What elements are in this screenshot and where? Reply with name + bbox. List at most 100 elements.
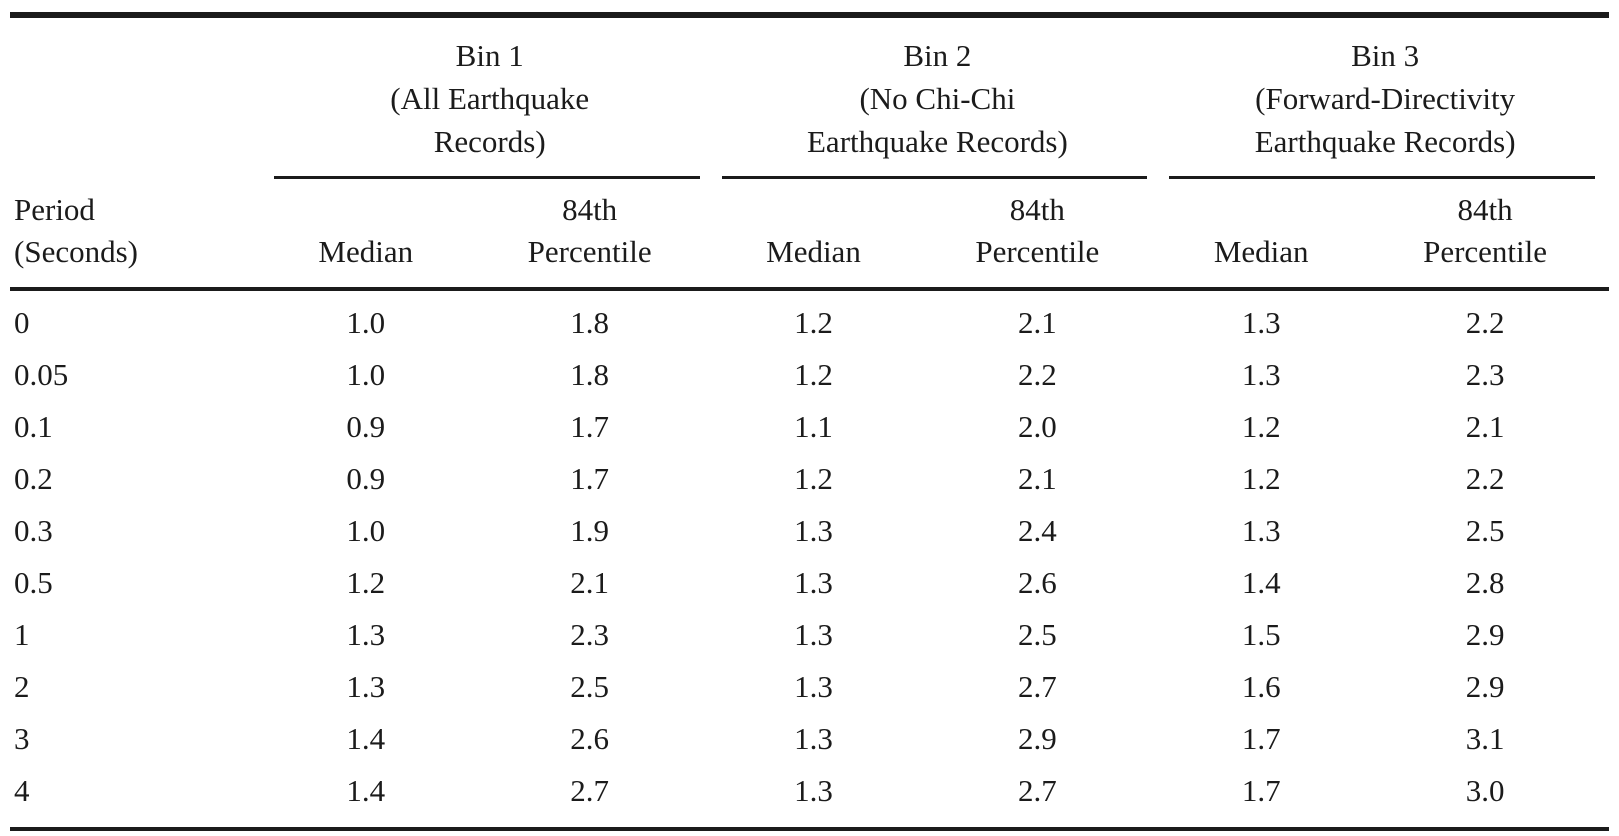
table-row: 0.1 0.9 1.7 1.1 2.0 1.2 2.1	[10, 401, 1609, 453]
cell-84th-percentile: 2.9	[1017, 721, 1057, 756]
cell-period: 4	[14, 773, 30, 808]
table-row: 0.2 0.9 1.7 1.2 2.1 1.2 2.2	[10, 453, 1609, 505]
group-header-bin2: Bin 2 (No Chi-Chi Earthquake Records)	[714, 15, 1162, 179]
cell-period: 0.5	[14, 565, 53, 600]
cell-84th-percentile: 2.3	[570, 617, 609, 652]
cell-median: 1.4	[1241, 565, 1281, 600]
table-row: 2 1.3 2.5 1.3 2.7 1.6 2.9	[10, 661, 1609, 713]
group-title-line: Bin 3	[1351, 38, 1420, 73]
median-header-bin1: Median	[265, 179, 466, 291]
cell-median: 1.3	[1241, 513, 1281, 548]
cell-84th-percentile: 2.5	[1465, 513, 1505, 548]
cell-84th-percentile: 2.2	[1465, 305, 1505, 340]
median-header-bin2: Median	[713, 179, 914, 291]
cell-median: 1.3	[1241, 305, 1281, 340]
cell-84th-percentile: 1.8	[570, 357, 609, 392]
p84-header-line: 84th	[562, 192, 618, 227]
p84-header-bin1: 84th Percentile	[465, 179, 714, 291]
group-title-bin1: Bin 1 (All Earthquake Records)	[266, 34, 714, 163]
cell-median: 1.2	[794, 461, 833, 496]
cell-median: 1.3	[794, 773, 833, 808]
group-title-line: Earthquake Records)	[1254, 124, 1516, 159]
cell-84th-percentile: 2.8	[1465, 565, 1505, 600]
cell-period: 0.1	[14, 409, 53, 444]
cell-84th-percentile: 2.2	[1017, 357, 1057, 392]
cell-median: 1.3	[794, 721, 833, 756]
cell-84th-percentile: 2.1	[1017, 305, 1057, 340]
cell-median: 0.9	[346, 409, 386, 444]
cell-median: 1.7	[1241, 721, 1281, 756]
p84-header-line: Percentile	[975, 234, 1100, 269]
cell-period: 0.3	[14, 513, 53, 548]
cell-84th-percentile: 2.1	[1465, 409, 1505, 444]
spanner-rule-bin3	[1169, 176, 1595, 179]
group-header-row: Bin 1 (All Earthquake Records) Bin 2 (No…	[10, 15, 1609, 179]
median-header-label: Median	[766, 234, 861, 269]
table-row: 0.05 1.0 1.8 1.2 2.2 1.3 2.3	[10, 349, 1609, 401]
cell-median: 1.5	[1241, 617, 1281, 652]
cell-84th-percentile: 2.6	[1017, 565, 1057, 600]
cell-median: 1.3	[794, 669, 833, 704]
group-header-bin3: Bin 3 (Forward-Directivity Earthquake Re…	[1161, 15, 1609, 179]
group-title-line: (Forward-Directivity	[1255, 81, 1516, 116]
group-title-bin2: Bin 2 (No Chi-Chi Earthquake Records)	[714, 34, 1162, 163]
cell-median: 1.2	[346, 565, 386, 600]
cell-84th-percentile: 2.5	[1017, 617, 1057, 652]
table-row: 4 1.4 2.7 1.3 2.7 1.7 3.0	[10, 765, 1609, 829]
cell-84th-percentile: 3.0	[1465, 773, 1505, 808]
cell-median: 1.6	[1241, 669, 1281, 704]
cell-period: 1	[14, 617, 30, 652]
group-title-line: (All Earthquake	[390, 81, 590, 116]
cell-median: 1.4	[346, 721, 386, 756]
table-row: 1 1.3 2.3 1.3 2.5 1.5 2.9	[10, 609, 1609, 661]
cell-84th-percentile: 2.9	[1465, 669, 1505, 704]
cell-median: 1.7	[1241, 773, 1281, 808]
median-header-label: Median	[1213, 234, 1309, 269]
cell-median: 1.2	[1241, 409, 1281, 444]
period-header-line: Period	[14, 192, 95, 227]
table-row: 0.5 1.2 2.1 1.3 2.6 1.4 2.8	[10, 557, 1609, 609]
cell-median: 1.3	[1241, 357, 1281, 392]
cell-84th-percentile: 2.0	[1017, 409, 1057, 444]
cell-median: 1.2	[794, 305, 833, 340]
cell-median: 0.9	[346, 461, 386, 496]
table-row: 0.3 1.0 1.9 1.3 2.4 1.3 2.5	[10, 505, 1609, 557]
cell-84th-percentile: 2.7	[1017, 773, 1057, 808]
cell-84th-percentile: 2.7	[1017, 669, 1057, 704]
group-header-bin1: Bin 1 (All Earthquake Records)	[266, 15, 714, 179]
median-header-label: Median	[318, 234, 414, 269]
table-body: 0 1.0 1.8 1.2 2.1 1.3 2.2 0.05 1.0 1.8 1.2 2.2 1.3 2.…	[10, 289, 1609, 829]
spanner-rule-bin2	[721, 176, 1148, 179]
p84-header-line: Percentile	[527, 234, 652, 269]
cell-84th-percentile: 2.4	[1017, 513, 1057, 548]
cell-period: 0.05	[14, 357, 69, 392]
cell-84th-percentile: 2.5	[570, 669, 609, 704]
group-title-line: (No Chi-Chi	[859, 81, 1016, 116]
cell-median: 1.0	[346, 305, 386, 340]
group-title-line: Earthquake Records)	[807, 124, 1068, 159]
group-title-line: Bin 2	[903, 38, 972, 73]
median-header-bin3: Median	[1161, 179, 1362, 291]
cell-84th-percentile: 2.1	[1017, 461, 1057, 496]
cell-period: 3	[14, 721, 30, 756]
p84-header-line: 84th	[1457, 192, 1513, 227]
cell-median: 1.3	[794, 513, 833, 548]
table-row: 3 1.4 2.6 1.3 2.9 1.7 3.1	[10, 713, 1609, 765]
cell-84th-percentile: 2.9	[1465, 617, 1505, 652]
cell-median: 1.0	[346, 357, 386, 392]
group-title-line: Records)	[433, 124, 546, 159]
earthquake-bins-table: Bin 1 (All Earthquake Records) Bin 2 (No…	[10, 12, 1609, 831]
cell-median: 1.3	[794, 617, 833, 652]
spanner-rule-bin1	[273, 176, 700, 179]
cell-median: 1.2	[794, 357, 833, 392]
group-title-bin3: Bin 3 (Forward-Directivity Earthquake Re…	[1161, 34, 1609, 163]
cell-84th-percentile: 2.7	[570, 773, 609, 808]
cell-84th-percentile: 1.8	[570, 305, 609, 340]
cell-period: 2	[14, 669, 30, 704]
cell-84th-percentile: 1.7	[570, 461, 609, 496]
cell-period: 0.2	[14, 461, 53, 496]
p84-header-bin3: 84th Percentile	[1361, 179, 1609, 291]
cell-84th-percentile: 2.6	[570, 721, 609, 756]
column-header-row: Period (Seconds) Median 84th Percentile …	[10, 179, 1609, 291]
cell-median: 1.0	[346, 513, 386, 548]
